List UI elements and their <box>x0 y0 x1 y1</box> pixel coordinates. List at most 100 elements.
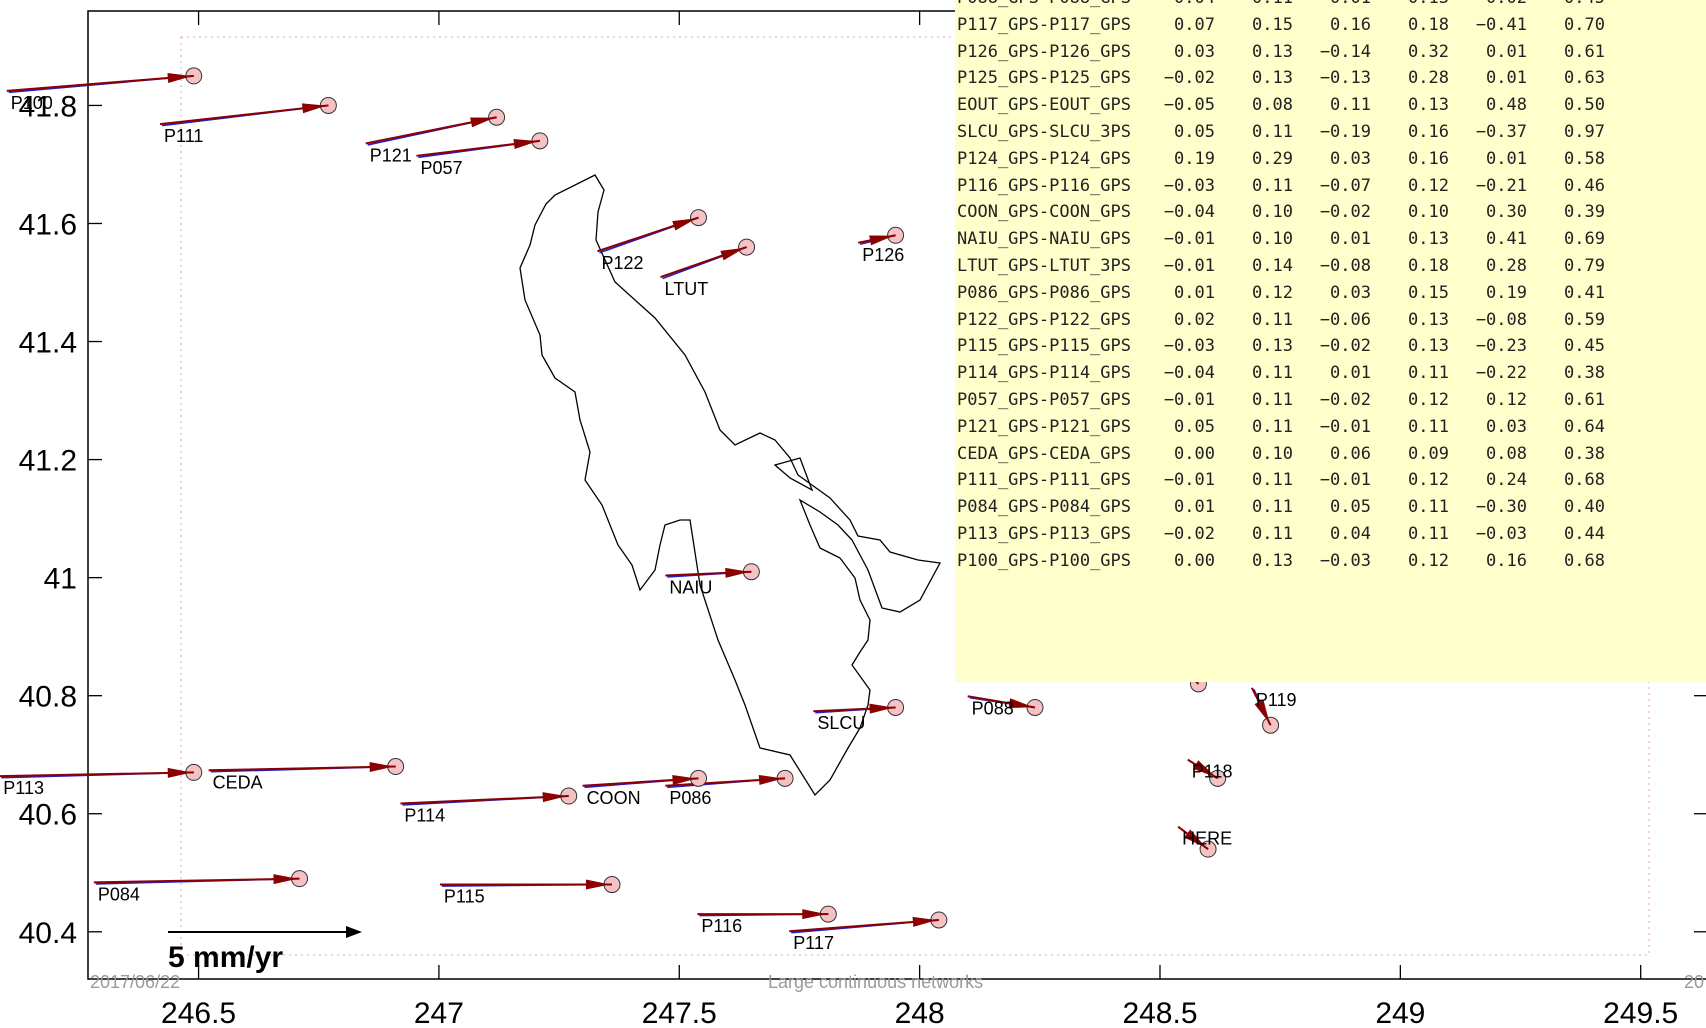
vector-arrowhead <box>1008 698 1034 709</box>
site-label: P115 <box>444 887 485 907</box>
site-label: P118 <box>1192 762 1233 782</box>
vector-arrowhead <box>869 703 894 714</box>
table-row: P121_GPS-P121_GPS 0.05 0.11 −0.01 0.11 0.03 0.… <box>957 414 1605 441</box>
vector-arrowhead <box>720 247 745 261</box>
value-cell: −0.02 <box>1449 0 1527 12</box>
vector-arrowhead <box>758 774 784 785</box>
station-pair-cell: NAIU_GPS-NAIU_GPS <box>957 229 1131 250</box>
value-cell: −0.01 <box>1163 470 1215 491</box>
site-label: P113 <box>3 778 44 798</box>
value-cell: 0.01 <box>1486 41 1527 62</box>
station-pair-cell: P116_GPS-P116_GPS <box>957 175 1131 196</box>
value-cell: 0.16 <box>1408 121 1449 142</box>
value-cell: 0.19 <box>1174 148 1215 169</box>
station-pair-cell: COON_GPS-COON_GPS <box>957 202 1131 223</box>
axis-ticks: 246.5 247 247.5 248 248.5 249 249.5 40.4 40.6 40.… <box>19 11 1706 1028</box>
value-cell: 0.10 <box>1252 229 1293 250</box>
station-pair-cell: P124_GPS-P124_GPS <box>957 148 1131 169</box>
value-cell: −0.13 <box>1319 68 1371 89</box>
value-cell: 0.10 <box>1252 202 1293 223</box>
value-cell: −0.37 <box>1475 121 1527 142</box>
table-row: P126_GPS-P126_GPS 0.03 0.13 −0.14 0.32 0.01 0.… <box>957 39 1605 66</box>
table-row: P088_GPS-P088_GPS−0.040.11−0.010.13−0.02… <box>957 0 1605 12</box>
value-cell: 0.03 <box>1330 148 1371 169</box>
value-cell: −0.03 <box>1319 550 1371 571</box>
site-vectors: P100P111P121P057P122LTUTNAIUSLCUP088P789… <box>0 67 1297 953</box>
station-pair-cell: SLCU_GPS-SLCU_3PS <box>957 121 1131 142</box>
value-cell: 0.70 <box>1564 14 1605 35</box>
value-cell: −0.03 <box>1163 175 1215 196</box>
site-label: NAIU <box>669 577 712 597</box>
vector-arrowhead <box>167 73 192 83</box>
station-pair-cell: P084_GPS-P084_GPS <box>957 497 1131 518</box>
value-cell: 0.01 <box>1486 68 1527 89</box>
station-pair-cell: P125_GPS-P125_GPS <box>957 68 1131 89</box>
value-cell: 0.50 <box>1564 95 1605 116</box>
value-cell: 0.01 <box>1174 282 1215 303</box>
scale-arrow: 5 mm/yr <box>168 926 362 974</box>
station-pair-cell: P111_GPS-P111_GPS <box>957 470 1131 491</box>
plot-frame <box>87 10 1706 980</box>
site-label: P116 <box>701 916 742 936</box>
vector-arrowhead <box>672 218 697 231</box>
site-label: P100 <box>11 93 53 113</box>
station-pair-cell: P086_GPS-P086_GPS <box>957 282 1131 303</box>
site-label: CEDA <box>213 772 263 792</box>
value-cell: 0.00 <box>1174 550 1215 571</box>
value-cell: 0.13 <box>1252 336 1293 357</box>
value-cell: −0.07 <box>1319 175 1371 196</box>
lake-inlet <box>773 457 814 492</box>
lake-outline <box>519 174 942 797</box>
site-label: P126 <box>862 245 904 265</box>
table-row: NAIU_GPS-NAIU_GPS −0.01 0.10 0.01 0.13 0.41 0.… <box>957 226 1605 253</box>
vector-arrowhead <box>912 916 937 927</box>
value-cell: 0.64 <box>1564 416 1605 437</box>
value-cell: −0.01 <box>1293 0 1371 12</box>
x-tick-label: 248 <box>895 997 945 1028</box>
value-cell: 0.18 <box>1408 14 1449 35</box>
value-cell: 0.11 <box>1252 523 1293 544</box>
y-tick-label: 41.6 <box>19 208 77 241</box>
value-cell: 0.61 <box>1564 389 1605 410</box>
value-cell: 0.39 <box>1564 202 1605 223</box>
value-cell: 0.11 <box>1252 175 1293 196</box>
value-cell: −0.06 <box>1319 309 1371 330</box>
table-row: EOUT_GPS-EOUT_GPS −0.05 0.08 0.11 0.13 0.48 0.… <box>957 92 1605 119</box>
value-cell: 0.68 <box>1564 470 1605 491</box>
vector-arrowhead <box>802 909 827 920</box>
table-row: P117_GPS-P117_GPS 0.07 0.15 0.16 0.18 −0.41 0.… <box>957 12 1605 39</box>
value-cell: 0.45 <box>1527 0 1605 12</box>
value-cell: 0.03 <box>1174 41 1215 62</box>
value-cell: 0.59 <box>1564 309 1605 330</box>
vector-arrowhead <box>513 139 538 149</box>
table-row: P111_GPS-P111_GPS −0.01 0.11 −0.01 0.12 0.24 0… <box>957 467 1605 494</box>
observed-vector <box>208 765 396 772</box>
x-tick-label: 249 <box>1375 997 1425 1028</box>
value-cell: 0.03 <box>1486 416 1527 437</box>
value-cell: 0.05 <box>1174 121 1215 142</box>
station-pair-cell: CEDA_GPS-CEDA_GPS <box>957 443 1131 464</box>
value-cell: 0.30 <box>1486 202 1527 223</box>
value-cell: 0.11 <box>1252 363 1293 384</box>
station-pair-cell: P117_GPS-P117_GPS <box>957 14 1131 35</box>
value-cell: 0.44 <box>1564 523 1605 544</box>
residual-table-panel: P088_GPS-P088_GPS−0.040.11−0.010.13−0.02… <box>955 0 1706 682</box>
value-cell: 0.63 <box>1564 68 1605 89</box>
site-label: P117 <box>793 933 834 953</box>
y-tick-label: 41.4 <box>19 327 77 360</box>
value-cell: 0.41 <box>1564 282 1605 303</box>
value-cell: 0.12 <box>1252 282 1293 303</box>
value-cell: 0.13 <box>1252 41 1293 62</box>
value-cell: 0.13 <box>1408 95 1449 116</box>
value-cell: 0.11 <box>1215 0 1293 12</box>
y-tick-label: 40.4 <box>19 917 77 950</box>
value-cell: −0.04 <box>1163 363 1215 384</box>
site-label: P114 <box>404 806 445 826</box>
value-cell: 0.61 <box>1564 41 1605 62</box>
value-cell: 0.01 <box>1330 229 1371 250</box>
value-cell: 0.04 <box>1330 523 1371 544</box>
table-row: COON_GPS-COON_GPS −0.04 0.10 −0.02 0.10 0.30 0… <box>957 199 1605 226</box>
value-cell: 0.79 <box>1564 255 1605 276</box>
vector-arrowhead <box>1192 760 1216 778</box>
